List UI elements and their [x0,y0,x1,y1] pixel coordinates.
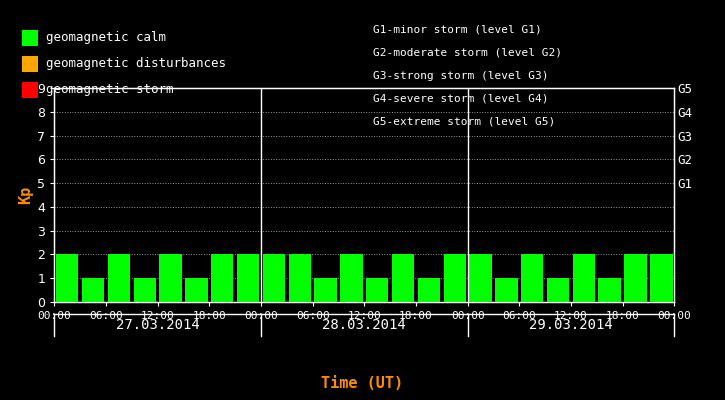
Bar [160,254,182,302]
Text: G4-severe storm (level G4): G4-severe storm (level G4) [373,93,549,103]
Text: 27.03.2014: 27.03.2014 [116,318,199,332]
Text: G2-moderate storm (level G2): G2-moderate storm (level G2) [373,48,563,58]
Bar [315,278,336,302]
Text: geomagnetic calm: geomagnetic calm [46,32,167,44]
Text: G3-strong storm (level G3): G3-strong storm (level G3) [373,70,549,80]
Bar [340,254,362,302]
Bar [392,254,414,302]
Bar [495,278,518,302]
Bar [133,278,156,302]
Bar [624,254,647,302]
Bar [521,254,543,302]
Text: geomagnetic disturbances: geomagnetic disturbances [46,58,226,70]
Bar [185,278,207,302]
Bar [211,254,233,302]
Text: geomagnetic storm: geomagnetic storm [46,84,174,96]
Text: Time (UT): Time (UT) [321,376,404,392]
Bar [56,254,78,302]
Bar [469,254,492,302]
Bar [262,254,285,302]
Bar [547,278,569,302]
Text: G1-minor storm (level G1): G1-minor storm (level G1) [373,25,542,35]
Bar [573,254,595,302]
Bar [366,278,389,302]
Bar [599,278,621,302]
Bar [108,254,130,302]
Text: G5-extreme storm (level G5): G5-extreme storm (level G5) [373,116,555,126]
Bar [444,254,466,302]
Bar [650,254,673,302]
Text: 29.03.2014: 29.03.2014 [529,318,613,332]
Text: 28.03.2014: 28.03.2014 [323,318,406,332]
Bar [82,278,104,302]
Y-axis label: Kp: Kp [18,186,33,204]
Bar [237,254,260,302]
Bar [418,278,440,302]
Bar [289,254,311,302]
